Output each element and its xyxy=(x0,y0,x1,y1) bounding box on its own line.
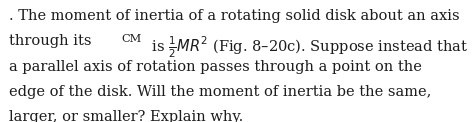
Text: larger, or smaller? Explain why.: larger, or smaller? Explain why. xyxy=(9,110,243,122)
Text: edge of the disk. Will the moment of inertia be the same,: edge of the disk. Will the moment of ine… xyxy=(9,85,431,99)
Text: CM: CM xyxy=(121,34,141,44)
Text: . The moment of inertia of a rotating solid disk about an axis: . The moment of inertia of a rotating so… xyxy=(9,9,459,23)
Text: is $\frac{1}{2}\mathit{MR}^2$ (Fig. 8–20c). Suppose instead that: is $\frac{1}{2}\mathit{MR}^2$ (Fig. 8–20… xyxy=(147,34,468,60)
Text: through its: through its xyxy=(9,34,96,48)
Text: a parallel axis of rotation passes through a point on the: a parallel axis of rotation passes throu… xyxy=(9,60,421,74)
